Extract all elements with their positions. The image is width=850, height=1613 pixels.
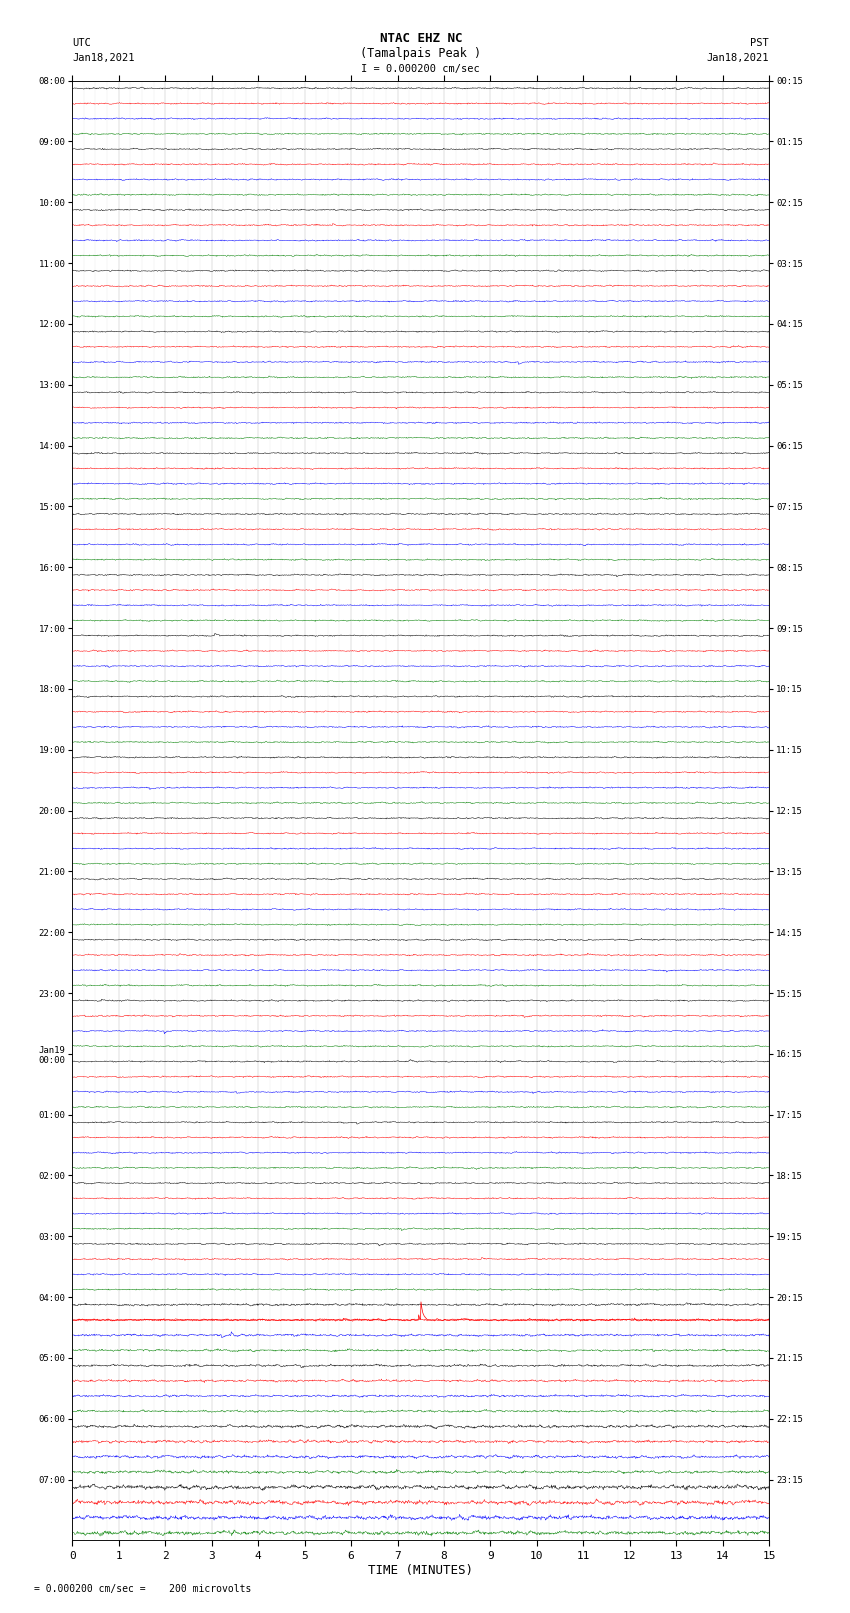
Text: I = 0.000200 cm/sec: I = 0.000200 cm/sec <box>361 65 480 74</box>
Text: (Tamalpais Peak ): (Tamalpais Peak ) <box>360 47 481 60</box>
Text: Jan18,2021: Jan18,2021 <box>72 53 135 63</box>
Text: = 0.000200 cm/sec =    200 microvolts: = 0.000200 cm/sec = 200 microvolts <box>34 1584 252 1594</box>
Text: NTAC EHZ NC: NTAC EHZ NC <box>379 32 462 45</box>
Text: Jan18,2021: Jan18,2021 <box>706 53 769 63</box>
Text: PST: PST <box>751 39 769 48</box>
Text: UTC: UTC <box>72 39 91 48</box>
X-axis label: TIME (MINUTES): TIME (MINUTES) <box>368 1563 473 1576</box>
